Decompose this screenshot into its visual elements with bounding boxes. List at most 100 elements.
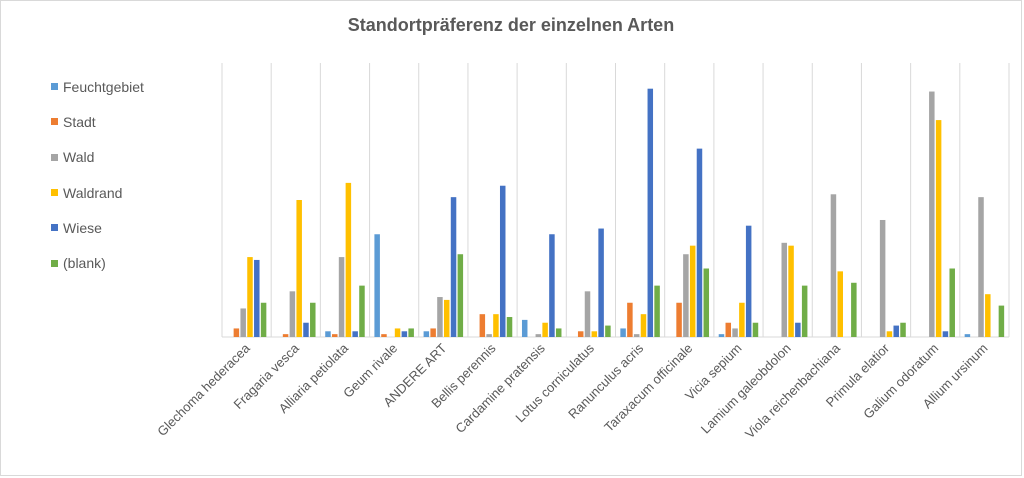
bar (486, 334, 492, 337)
bar (555, 328, 562, 337)
x-tick-label: Viola reichenbachiana (742, 340, 843, 441)
bar (443, 299, 450, 337)
bar (732, 328, 738, 337)
bar (745, 225, 752, 337)
bar (352, 331, 358, 337)
bar (303, 322, 309, 337)
bar (627, 302, 633, 337)
bar (683, 254, 689, 337)
bar (437, 297, 443, 337)
legend-label: Wald (63, 149, 95, 166)
bar (935, 120, 942, 337)
bar (830, 194, 837, 337)
bar (577, 331, 584, 337)
bar (879, 219, 886, 337)
bar (795, 322, 801, 337)
bar (978, 197, 984, 337)
legend-item: (blank) (51, 245, 144, 280)
bar (605, 325, 611, 337)
bar (240, 308, 246, 337)
bar (310, 302, 316, 337)
x-tick-label: Glechoma hederacea (154, 340, 253, 439)
legend-label: (blank) (63, 255, 106, 272)
bar (408, 328, 414, 337)
legend-item: Wald (51, 140, 144, 175)
bar (374, 234, 380, 337)
bar (703, 268, 710, 337)
bar (247, 257, 253, 337)
bar (725, 322, 732, 337)
legend-swatch (51, 83, 58, 91)
bar (801, 285, 808, 338)
bar (332, 334, 338, 337)
legend-swatch (51, 259, 58, 267)
legend: Feuchtgebiet Stadt Wald Waldrand Wiese (blank… (51, 69, 144, 281)
bar (985, 294, 991, 337)
bar (359, 285, 365, 338)
bar (479, 314, 486, 337)
x-tick-label: Cardamine pratensis (452, 340, 548, 436)
bar (676, 302, 682, 337)
legend-swatch (51, 224, 58, 232)
bar (998, 305, 1005, 337)
bar (837, 271, 843, 337)
bar (430, 328, 436, 337)
x-tick-label: Lamium galeobdolon (698, 341, 794, 437)
legend-label: Wiese (63, 219, 102, 236)
bar (394, 328, 401, 337)
bar (788, 245, 794, 337)
bar (647, 88, 654, 337)
bar (381, 334, 387, 337)
legend-swatch (51, 118, 58, 126)
legend-label: Waldrand (63, 184, 123, 201)
bar (591, 331, 598, 337)
bar (401, 331, 408, 337)
bar (851, 282, 857, 337)
bar (696, 148, 703, 338)
bar (535, 334, 542, 337)
bar (282, 334, 289, 337)
bar (964, 334, 971, 337)
bar (338, 257, 345, 337)
chart-title: Standortpräferenz der einzelnen Arten (347, 15, 675, 35)
legend-item: Stadt (51, 104, 144, 139)
bar (506, 317, 513, 337)
bar (949, 268, 955, 337)
legend-label: Stadt (63, 113, 96, 130)
bar (499, 185, 506, 337)
bar (752, 322, 759, 337)
bar (254, 259, 260, 337)
bar (584, 291, 591, 337)
bar (423, 331, 430, 337)
legend-item: Waldrand (51, 175, 144, 210)
bar (620, 328, 626, 337)
bar (654, 285, 660, 338)
bar (893, 325, 899, 337)
bar (325, 331, 331, 337)
bar (549, 234, 555, 337)
bar (689, 245, 696, 337)
bar (457, 254, 464, 337)
bar (233, 328, 240, 337)
bar (598, 228, 604, 337)
bar (942, 331, 949, 337)
bar (718, 334, 725, 337)
bar (260, 302, 267, 337)
bar (739, 302, 745, 337)
x-tick-label: Taraxacum officinale (601, 341, 695, 435)
bar (929, 91, 935, 337)
bar (345, 182, 352, 338)
bar (633, 334, 640, 337)
legend-label: Feuchtgebiet (63, 78, 144, 95)
bar (296, 200, 302, 337)
legend-swatch (51, 189, 58, 197)
legend-swatch (51, 153, 58, 161)
legend-item: Feuchtgebiet (51, 69, 144, 104)
bar (521, 319, 528, 338)
bar (900, 322, 906, 337)
bar (781, 242, 788, 337)
bar (289, 291, 296, 337)
bar (493, 314, 499, 337)
